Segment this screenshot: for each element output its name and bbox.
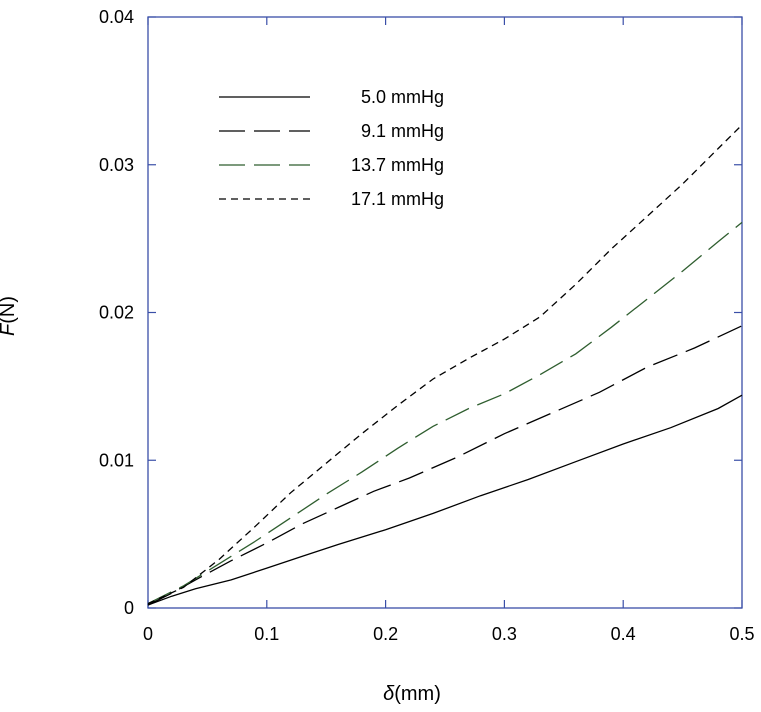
series-line-4 xyxy=(147,124,743,605)
x-tick-label: 0.4 xyxy=(611,624,636,644)
y-tick-labels: 0 0.01 0.02 0.03 0.04 xyxy=(99,7,134,618)
series-line-2 xyxy=(147,325,743,606)
y-tick-label: 0.04 xyxy=(99,7,134,27)
x-tick-label: 0.5 xyxy=(729,624,754,644)
legend-label: 9.1 mmHg xyxy=(361,121,444,141)
y-tick-label: 0.01 xyxy=(99,450,134,470)
x-tick-label: 0.3 xyxy=(492,624,517,644)
x-tick-label: 0.1 xyxy=(254,624,279,644)
y-axis-symbol: F xyxy=(0,322,19,336)
plot-frame xyxy=(147,16,743,609)
x-axis-unit: (mm) xyxy=(394,683,441,705)
legend-label: 17.1 mmHg xyxy=(351,189,444,209)
legend-label: 13.7 mmHg xyxy=(351,155,444,175)
x-tick-label: 0.2 xyxy=(373,624,398,644)
x-tick-label: 0 xyxy=(143,624,153,644)
series-line-3 xyxy=(147,221,743,605)
y-tick-label: 0 xyxy=(124,598,134,618)
series-line-1 xyxy=(147,394,743,606)
legend-label: 5.0 mmHg xyxy=(361,87,444,107)
x-axis-symbol: δ xyxy=(383,683,395,705)
legend: 5.0 mmHg 9.1 mmHg 13.7 mmHg 17.1 mmHg xyxy=(219,87,444,209)
y-axis-label: F(N) xyxy=(0,296,19,336)
y-axis-unit: (N) xyxy=(0,296,19,324)
y-tick-label: 0.02 xyxy=(99,303,134,323)
series-group xyxy=(147,124,743,606)
x-axis-label: δ(mm) xyxy=(383,683,441,705)
y-tick-label: 0.03 xyxy=(99,155,134,175)
x-tick-labels: 0 0.1 0.2 0.3 0.4 0.5 xyxy=(143,624,755,644)
axis-ticks xyxy=(147,16,743,609)
